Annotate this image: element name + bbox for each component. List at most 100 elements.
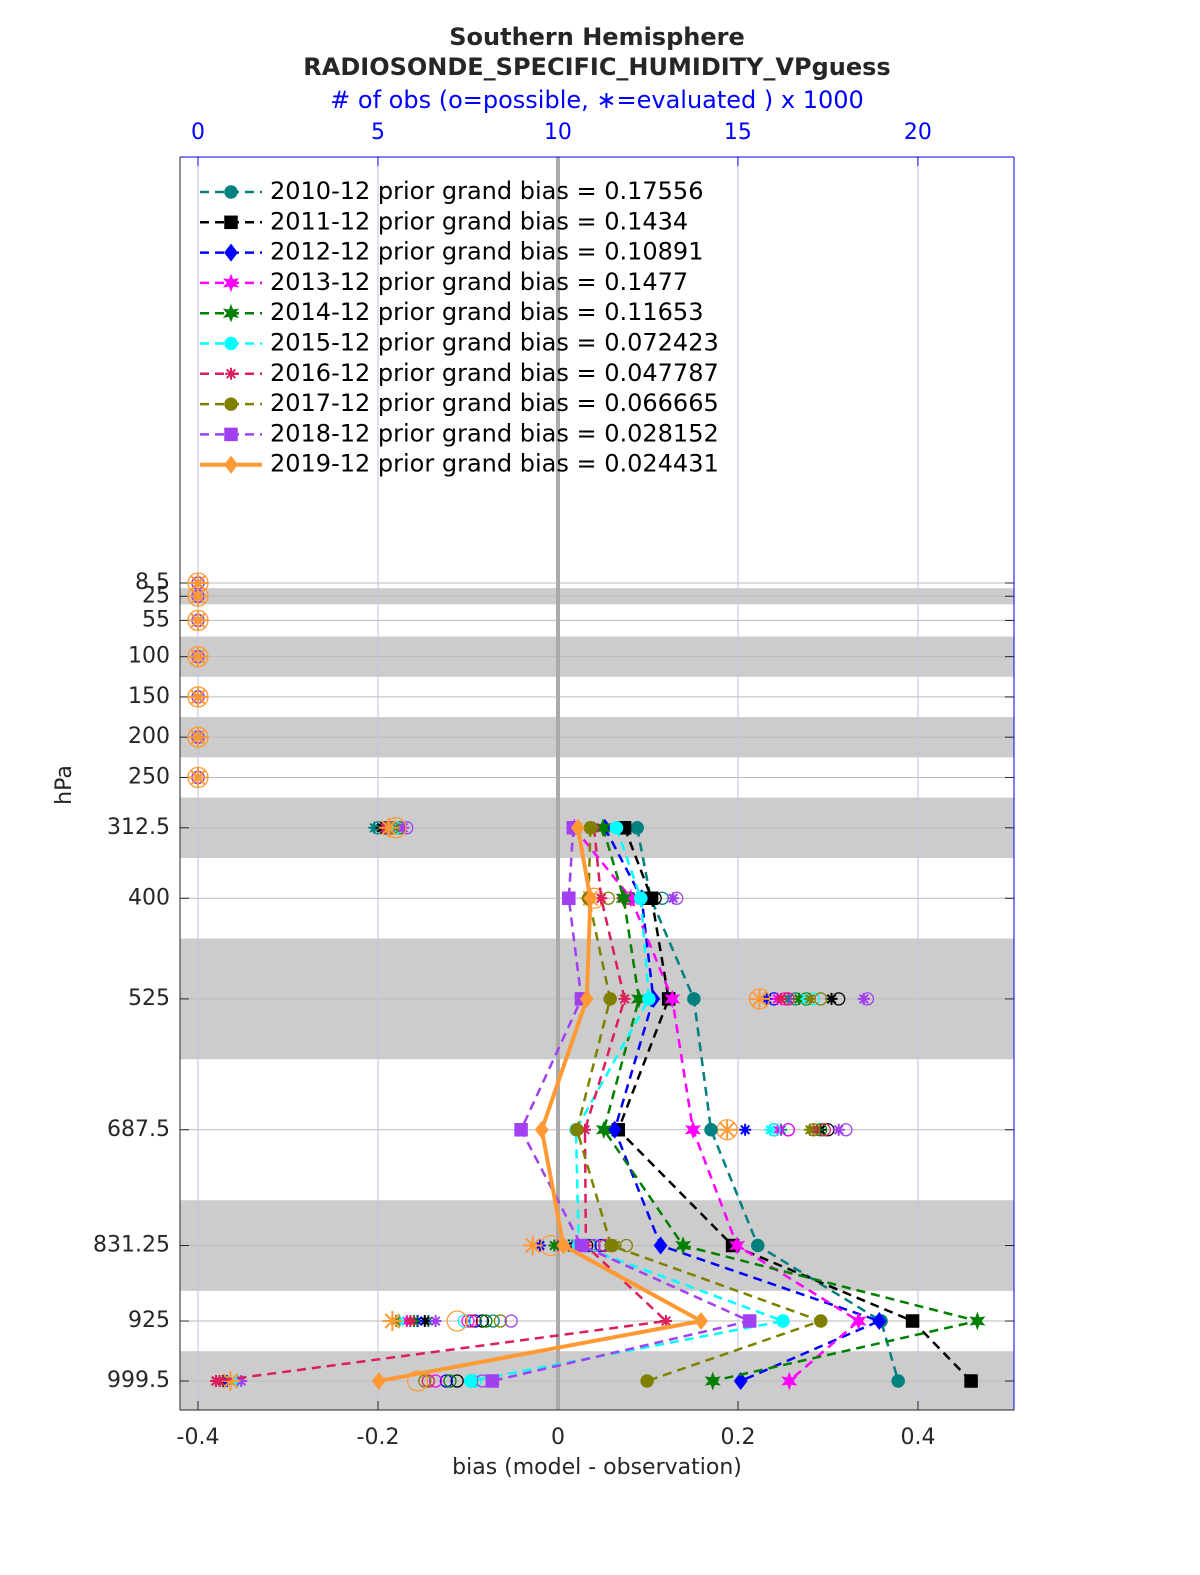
bias-marker [630,821,644,835]
y-tick-label: 25 [142,583,170,608]
bias-marker [514,1123,528,1137]
obs-evaluated [429,1315,442,1328]
obs-possible [406,1370,429,1392]
bias-marker [872,1311,887,1331]
x-tick-label: 0 [551,1425,565,1450]
obs-evaluated [825,992,838,1005]
obs-possible [461,1314,475,1328]
y-tick-label: 687.5 [107,1117,170,1142]
bias-marker [209,1375,222,1388]
obs-possible [504,1314,518,1328]
bias-marker [659,1315,672,1328]
obs-evaluated [187,610,208,631]
obs-evaluated [220,1371,241,1392]
obs-evaluated [832,1123,845,1136]
obs-evaluated [235,1375,248,1388]
obs-possible [421,1374,436,1388]
bias-marker [534,1120,549,1139]
obs-evaluated [187,572,208,593]
y-tick-label: 150 [128,684,170,709]
top-tick-label: 15 [724,120,752,145]
obs-evaluated [378,817,399,838]
obs-evaluated [404,1315,417,1328]
bias-marker [891,1374,905,1388]
x-tick-label: 0.2 [720,1425,755,1450]
bias-marker [570,1123,584,1137]
legend-label: 2014-12 prior grand bias = 0.11653 [270,298,703,326]
legend-label: 2012-12 prior grand bias = 0.10891 [270,238,703,266]
obs-possible [443,1374,457,1388]
bias-marker [704,1123,718,1137]
legend-label: 2017-12 prior grand bias = 0.066665 [270,389,719,417]
obs-evaluated [187,727,208,748]
top-tick-label: 10 [544,120,572,145]
y-tick-label: 100 [128,644,170,669]
bias-marker [751,1238,765,1253]
legend-marker [224,336,238,351]
obs-evaluated [397,821,410,834]
bias-marker [609,821,624,835]
legend-marker [225,367,237,380]
bias-marker [618,992,631,1005]
bias-marker [603,992,617,1006]
obs-evaluated [382,1311,403,1332]
y-tick-label: 925 [128,1308,170,1333]
bias-line [215,827,669,1383]
legend-marker [224,185,238,199]
y-tick-label: 525 [128,986,170,1011]
obs-evaluated [187,767,208,788]
x-tick-label: 0.4 [900,1425,935,1450]
bias-marker [640,1374,654,1388]
obs-evaluated [857,992,870,1005]
obs-evaluated [775,992,788,1005]
legend-label: 2015-12 prior grand bias = 0.072423 [270,329,719,357]
legend-label: 2013-12 prior grand bias = 0.1477 [270,268,688,296]
obs-evaluated [187,646,208,667]
x-tick-label: -0.4 [177,1425,220,1450]
obs-possible [450,1374,464,1388]
bias-marker [578,1123,591,1136]
top-axis-label: # of obs (o=possible, ∗=evaluated ) x 10… [330,86,864,114]
legend-marker [224,215,238,230]
obs-evaluated [803,1123,816,1136]
legend-label: 2018-12 prior grand bias = 0.028152 [270,419,719,447]
obs-evaluated [667,892,680,905]
obs-possible [493,1314,508,1328]
obs-possible [439,1374,454,1388]
obs-evaluated [368,821,381,834]
obs-evaluated [548,1239,561,1252]
bias-marker [583,889,598,908]
bias-marker [371,1371,386,1391]
bias-marker [969,1311,986,1331]
obs-possible [479,1314,493,1328]
obs-possible [486,1314,500,1328]
bias-line [603,827,883,1383]
y-axis-label: hPa [52,765,77,805]
bias-marker [742,1314,757,1328]
bias-marker [604,1238,618,1253]
bias-marker [653,1236,668,1255]
obs-evaluated [749,988,770,1009]
bias-marker [675,1236,692,1255]
bias-marker [463,1374,478,1388]
obs-evaluated [771,1123,784,1136]
bias-marker [733,1371,748,1391]
obs-evaluated [793,992,806,1005]
bias-marker [642,992,656,1006]
y-tick-label: 55 [142,607,170,632]
bias-marker [704,1371,721,1391]
obs-evaluated [418,1315,431,1328]
bias-marker [905,1314,920,1328]
obs-evaluated [803,992,816,1005]
bias-marker [607,1120,622,1139]
obs-evaluated [764,1123,777,1136]
legend-marker [224,455,238,474]
obs-evaluated [522,1235,543,1256]
obs-possible [428,1374,443,1388]
obs-possible [468,1314,482,1328]
legend-label: 2010-12 prior grand bias = 0.17556 [270,177,703,205]
bias-marker [634,891,648,906]
obs-evaluated [717,1119,738,1140]
bias-marker [485,1374,500,1388]
